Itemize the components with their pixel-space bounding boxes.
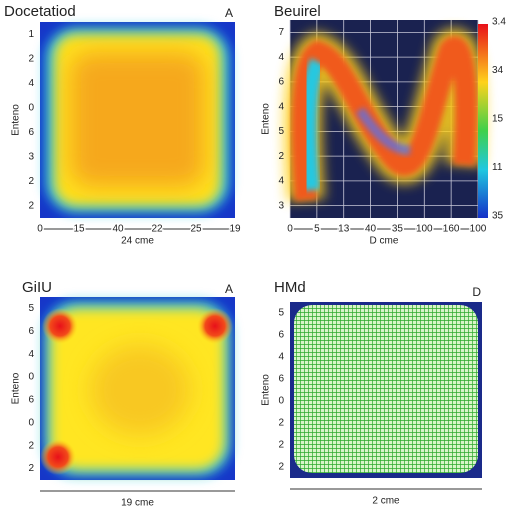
- y-axis-label: Enteno: [261, 103, 272, 135]
- x-tick-label: 35: [392, 224, 404, 235]
- y-tick-label: 7: [278, 27, 284, 38]
- panel-title: HMd: [274, 279, 306, 296]
- x-tick-label: 0: [287, 224, 293, 235]
- y-tick-label: 2: [278, 151, 284, 162]
- x-axis-label: 19 cme: [121, 498, 154, 509]
- y-axis-label: Enteno: [261, 374, 272, 406]
- y-tick-label: 2: [278, 440, 284, 451]
- y-tick-label: 2: [28, 463, 34, 474]
- y-tick-label: 2: [278, 462, 284, 473]
- y-tick-label: 6: [28, 395, 34, 406]
- x-tick-label: 160: [443, 224, 460, 235]
- x-tick-label: 0: [37, 224, 43, 235]
- y-tick-label: 2: [28, 176, 34, 187]
- x-tick-label: 100: [416, 224, 433, 235]
- y-tick-label: 4: [278, 176, 284, 187]
- colorbar-label: 15: [492, 114, 504, 125]
- x-tick-label: 100: [470, 224, 487, 235]
- heatmap-field: [290, 302, 482, 478]
- y-tick-label: 6: [28, 127, 34, 138]
- colorbar-label: 3.4: [492, 17, 506, 28]
- y-tick-label: 2: [278, 418, 284, 429]
- y-tick-label: 4: [278, 352, 284, 363]
- x-tick-label: 13: [338, 224, 350, 235]
- heatmap-field: [40, 297, 235, 480]
- y-tick-label: 4: [28, 349, 34, 360]
- y-tick-label: 4: [278, 52, 284, 63]
- panel-label: A: [225, 6, 233, 20]
- y-tick-label: 5: [28, 303, 34, 314]
- y-tick-label: 2: [28, 200, 34, 211]
- x-tick-label: 25: [190, 224, 202, 235]
- y-tick-label: 0: [28, 417, 34, 428]
- panel-title: GiIU: [22, 279, 52, 296]
- x-axis-label: D cme: [370, 236, 399, 247]
- y-tick-label: 4: [278, 101, 284, 112]
- heatmap-field: [40, 22, 235, 218]
- panel-title: Docetatiod: [4, 3, 76, 20]
- y-tick-label: 6: [278, 77, 284, 88]
- y-tick-label: 2: [28, 440, 34, 451]
- y-tick-label: 0: [28, 102, 34, 113]
- y-tick-label: 6: [278, 330, 284, 341]
- y-tick-label: 5: [278, 126, 284, 137]
- x-tick-label: 40: [365, 224, 377, 235]
- y-tick-label: 1: [28, 29, 34, 40]
- y-tick-label: 4: [28, 78, 34, 89]
- x-axis-label: 2 cme: [372, 496, 400, 507]
- x-tick-label: 5: [314, 224, 320, 235]
- panel-label: A: [225, 282, 233, 296]
- x-tick-label: 15: [73, 224, 85, 235]
- y-tick-label: 2: [28, 53, 34, 64]
- panel-label: D: [472, 285, 481, 299]
- heatmap-field: [283, 20, 488, 218]
- y-tick-label: 3: [278, 200, 284, 211]
- x-tick-label: 19: [229, 224, 241, 235]
- colorbar-label: 11: [492, 162, 503, 173]
- colorbar-label: 34: [492, 65, 504, 76]
- colorbar-label: 35: [492, 211, 504, 222]
- y-tick-label: 6: [278, 374, 284, 385]
- y-tick-label: 6: [28, 326, 34, 337]
- y-tick-label: 0: [278, 396, 284, 407]
- y-tick-label: 5: [278, 308, 284, 319]
- y-axis-label: Enteno: [11, 372, 22, 404]
- x-tick-label: 40: [112, 224, 124, 235]
- panel-title: Beuirel: [274, 3, 321, 20]
- x-axis-label: 24 cme: [121, 236, 154, 247]
- y-tick-label: 0: [28, 372, 34, 383]
- x-tick-label: 22: [151, 224, 163, 235]
- y-axis-label: Enteno: [11, 104, 22, 136]
- y-tick-label: 3: [28, 151, 34, 162]
